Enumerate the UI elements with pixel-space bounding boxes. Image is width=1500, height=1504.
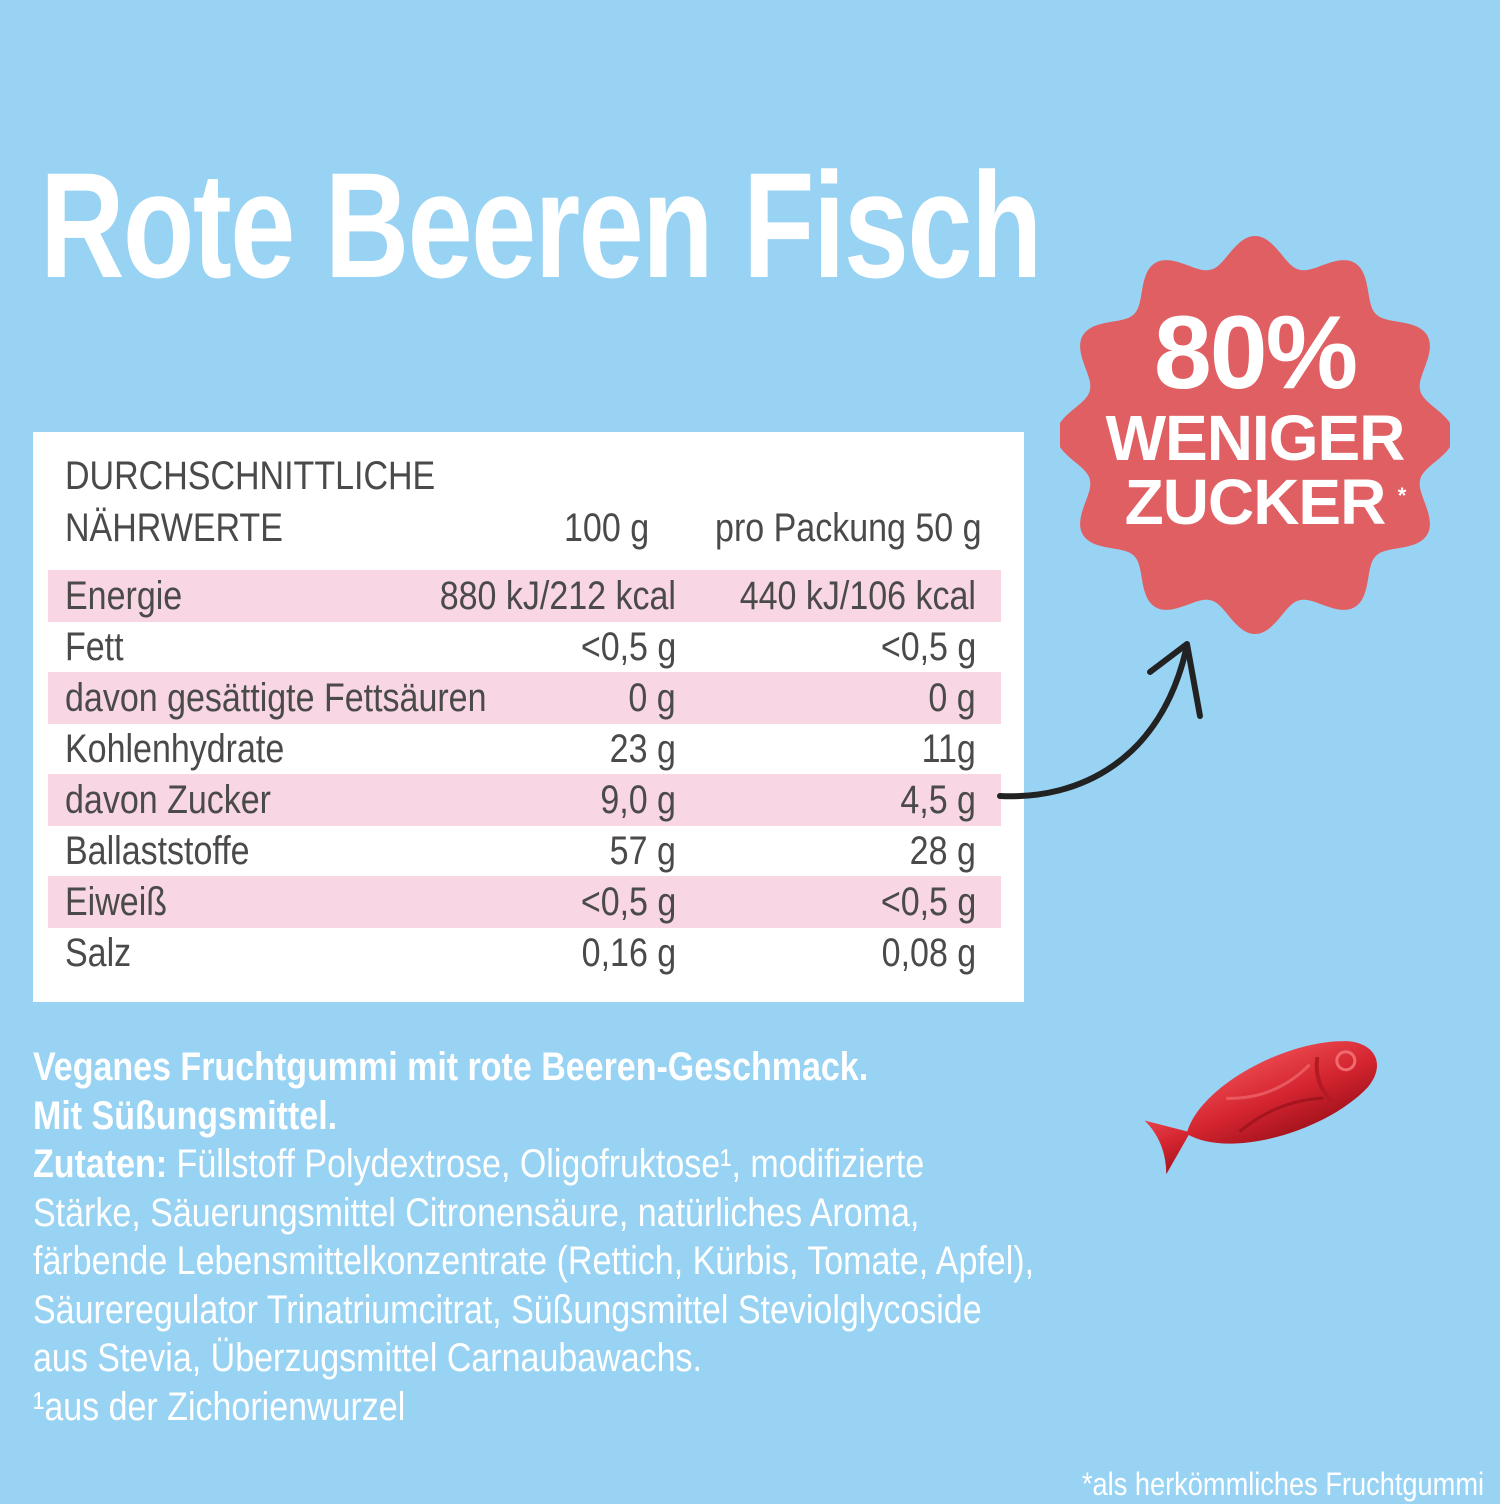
row-label: Fett	[65, 625, 124, 669]
row-value-100g: 23 g	[609, 727, 676, 771]
row-label: davon Zucker	[65, 778, 271, 822]
row-label: Ballaststoffe	[65, 829, 250, 873]
row-label: Eiweiß	[65, 880, 168, 924]
ingredients-text: Füllstoff Polydextrose, Oligofruktose¹, …	[33, 1142, 1035, 1380]
badge-percent: 80%	[1153, 295, 1358, 411]
table-row: Energie 880 kJ/212 kcal 440 kJ/106 kcal	[48, 570, 1001, 622]
nutrition-heading-line2: NÄHRWERTE	[65, 506, 283, 550]
row-value-100g: <0,5 g	[580, 880, 676, 924]
row-value-per-pack: 0 g	[928, 676, 976, 720]
table-row: Eiweiß <0,5 g <0,5 g	[48, 876, 1001, 928]
nutrition-heading-line1: DURCHSCHNITTLICHE	[65, 454, 436, 498]
footnote: *als herkömmliches Fruchtgummi	[1081, 1466, 1484, 1502]
row-value-100g: 880 kJ/212 kcal	[439, 574, 676, 618]
nutrition-table: DURCHSCHNITTLICHE NÄHRWERTE 100 g pro Pa…	[33, 432, 1024, 1002]
gummy-fish-icon	[1144, 1041, 1377, 1175]
table-row: Salz 0,16 g 0,08 g	[48, 927, 1001, 979]
row-value-per-pack: 0,08 g	[881, 931, 976, 975]
row-value-100g: 57 g	[609, 829, 676, 873]
page-title: Rote Beeren Fisch	[40, 141, 1042, 309]
description-line2: Mit Süßungsmittel.	[33, 1093, 338, 1138]
row-label: Kohlenhydrate	[65, 727, 285, 771]
description-line1: Veganes Fruchtgummi mit rote Beeren-Gesc…	[33, 1045, 869, 1089]
row-label: Salz	[65, 931, 132, 975]
badge-zucker-text: ZUCKER	[1124, 466, 1387, 538]
row-label: davon gesättigte Fettsäuren	[65, 676, 487, 720]
row-value-per-pack: <0,5 g	[880, 880, 976, 924]
badge-line-zucker: ZUCKER *	[1125, 470, 1407, 534]
column-header-per-pack: pro Packung 50 g	[715, 506, 982, 550]
nutrition-heading: DURCHSCHNITTLICHE NÄHRWERTE	[65, 450, 435, 554]
ingredients: Zutaten: Füllstoff Polydextrose, Oligofr…	[33, 1140, 1036, 1383]
badge-scalloped-icon	[1060, 236, 1450, 634]
column-header-100g: 100 g	[563, 506, 649, 550]
row-value-per-pack: 4,5 g	[900, 778, 976, 822]
table-row: davon gesättigte Fettsäuren 0 g 0 g	[48, 672, 1001, 724]
table-row: davon Zucker 9,0 g 4,5 g	[48, 774, 1001, 826]
row-value-100g: <0,5 g	[580, 625, 676, 669]
product-description: Veganes Fruchtgummi mit rote Beeren-Gesc…	[33, 1043, 1036, 1431]
row-label: Energie	[65, 574, 183, 618]
row-value-per-pack: 28 g	[909, 829, 976, 873]
sugar-badge: 80% WENIGER ZUCKER *	[1060, 300, 1450, 534]
row-value-100g: 0 g	[628, 676, 676, 720]
row-value-per-pack: 11g	[921, 727, 976, 771]
row-value-per-pack: <0,5 g	[880, 625, 976, 669]
row-value-100g: 9,0 g	[600, 778, 676, 822]
ingredients-label: Zutaten:	[33, 1142, 168, 1186]
table-row: Kohlenhydrate 23 g 11g	[48, 723, 1001, 775]
table-row: Ballaststoffe 57 g 28 g	[48, 825, 1001, 877]
curved-arrow-icon	[997, 641, 1203, 800]
badge-asterisk: *	[1397, 483, 1407, 508]
badge-line-weniger: WENIGER	[1105, 402, 1406, 474]
row-value-per-pack: 440 kJ/106 kcal	[739, 574, 976, 618]
table-row: Fett <0,5 g <0,5 g	[48, 621, 1001, 673]
ingredients-footnote: ¹aus der Zichorienwurzel	[33, 1384, 406, 1429]
row-value-100g: 0,16 g	[581, 931, 676, 975]
